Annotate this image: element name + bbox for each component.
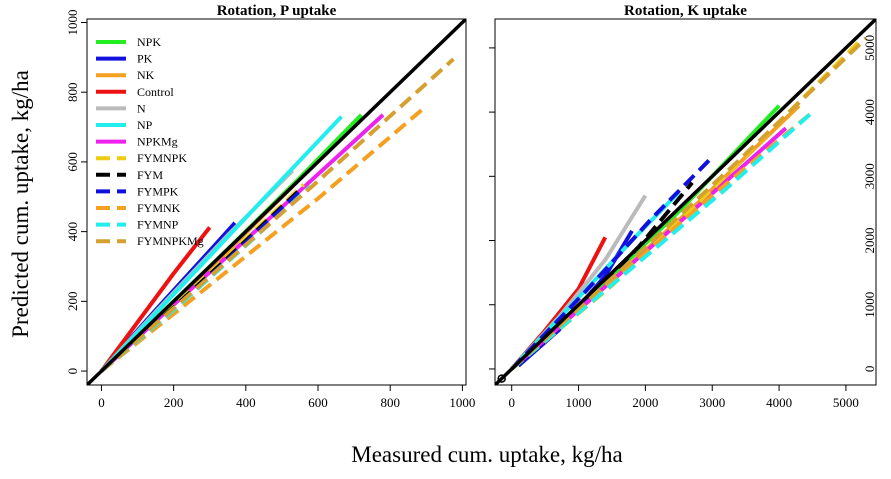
series-line-control (510, 236, 608, 371)
x-tick-label: 2000 (632, 395, 658, 410)
legend-item-fymnpk: FYMNPK (96, 151, 187, 165)
legend-label: NPK (137, 35, 161, 49)
x-tick-label: 200 (164, 395, 184, 410)
y-tick-label: 3000 (862, 163, 877, 189)
y-tick-label: 400 (65, 222, 80, 242)
legend-item-fympk: FYMPK (96, 184, 179, 198)
legend: NPK PK NK Control N NP NPKMg FYMNPK FYM FYMPK FYMN… (96, 35, 204, 248)
series-line-np (99, 115, 343, 373)
legend-item-nk: NK (96, 68, 155, 82)
series-line-fymnpkmg (510, 36, 868, 371)
x-tick-label: 1000 (566, 395, 592, 410)
legend-label: N (137, 101, 146, 115)
legend-label: NK (137, 68, 155, 82)
y-tick-label: 800 (65, 82, 80, 102)
x-tick-label: 5000 (833, 395, 859, 410)
legend-item-n: N (96, 101, 146, 115)
legend-label: NPKMg (137, 135, 178, 149)
panel-p-uptake: Rotation, P uptake 0 200 400 600 800 1000 0 200 4… (65, 3, 475, 410)
legend-label: FYMNPK (137, 151, 187, 165)
panel-title: Rotation, K uptake (624, 3, 747, 19)
legend-item-fym: FYM (96, 168, 163, 182)
legend-item-fymnp: FYMNP (96, 218, 179, 232)
y-tick-label: 1000 (862, 292, 877, 318)
series-line-fymnk (100, 104, 428, 373)
legend-item-fymnk: FYMNK (96, 201, 181, 215)
x-tick-label: 600 (308, 395, 328, 410)
y-tick-label: 1000 (65, 10, 80, 36)
plot-frame (494, 18, 877, 386)
y-tick-label: 0 (65, 368, 80, 375)
series-line-fymnp (510, 110, 814, 371)
panel-title: Rotation, P uptake (217, 3, 337, 19)
x-tick-label: 400 (236, 395, 256, 410)
series-line-np (510, 191, 681, 371)
series-line-fympk (510, 155, 714, 371)
legend-item-npkmg: NPKMg (96, 135, 178, 149)
legend-item-control: Control (96, 85, 174, 99)
legend-item-np: NP (96, 118, 153, 132)
series-line-fymnpkmg (100, 57, 455, 373)
legend-label: Control (137, 85, 174, 99)
legend-item-npk: NPK (96, 35, 161, 49)
x-tick-label: 0 (98, 395, 105, 410)
legend-label: FYM (137, 168, 163, 182)
y-tick-label: 4000 (862, 99, 877, 125)
panel-k-uptake: Rotation, K uptake 0 1000 2000 3000 4000 5000 0… (489, 3, 877, 410)
series-line-control (99, 226, 212, 373)
legend-item-pk: PK (96, 52, 153, 66)
x-axis-label: Measured cum. uptake, kg/ha (351, 442, 622, 467)
x-tick-label: 4000 (766, 395, 792, 410)
legend-item-fymnpkmg: FYMNPKMg (96, 234, 204, 248)
y-tick-label: 0 (862, 366, 877, 373)
y-axis-label: Predicted cum. uptake, kg/ha (8, 70, 33, 338)
origin-marker (497, 374, 506, 383)
y-tick-label: 5000 (862, 35, 877, 61)
y-tick-label: 200 (65, 292, 80, 312)
legend-label: FYMNP (137, 218, 179, 232)
plot-frame (86, 18, 467, 386)
y-tick-label: 2000 (862, 228, 877, 254)
reference-line-1-1 (495, 19, 876, 385)
reference-line-1-1 (87, 19, 466, 385)
x-tick-label: 800 (380, 395, 400, 410)
series-line-fympk (100, 190, 302, 373)
legend-label: PK (137, 52, 153, 66)
x-tick-label: 3000 (699, 395, 725, 410)
y-tick-label: 600 (65, 152, 80, 172)
legend-label: NP (137, 118, 153, 132)
legend-label: FYMNPKMg (137, 234, 204, 248)
x-tick-label: 0 (508, 395, 515, 410)
x-tick-label: 1000 (449, 395, 475, 410)
legend-label: FYMNK (137, 201, 181, 215)
legend-label: FYMPK (137, 184, 179, 198)
